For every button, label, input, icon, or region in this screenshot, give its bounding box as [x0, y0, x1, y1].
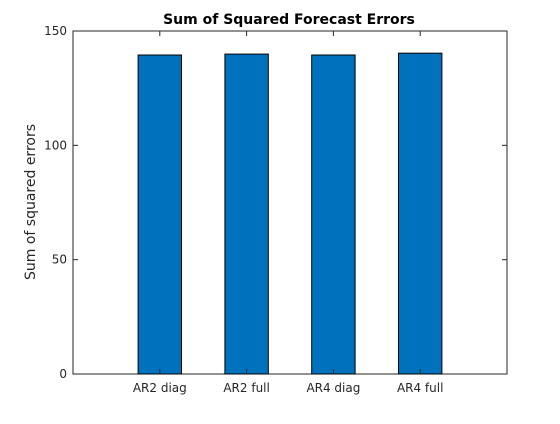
- y-axis-label: Sum of squared errors: [23, 124, 39, 280]
- y-tick-label: 150: [44, 24, 67, 38]
- bar-ar4-diag: [311, 54, 356, 375]
- chart-title: Sum of Squared Forecast Errors: [163, 12, 415, 28]
- x-tick-label: AR4 diag: [306, 381, 360, 395]
- y-axis-ticks: 0 50 100 150: [44, 24, 507, 381]
- y-tick-label: 100: [44, 138, 67, 152]
- x-tick-label: AR2 full: [223, 381, 270, 395]
- bars-layer: [137, 52, 443, 375]
- bar-ar2-diag: [137, 54, 183, 375]
- bar-ar4-full: [398, 52, 443, 375]
- y-tick-label: 50: [52, 253, 67, 267]
- x-axis-ticks: AR2 diag AR2 full AR4 diag AR4 full: [133, 31, 444, 395]
- x-tick-label: AR4 full: [397, 381, 444, 395]
- x-tick-label: AR2 diag: [133, 381, 187, 395]
- bar-ar2-full: [224, 53, 269, 375]
- y-tick-label: 0: [59, 367, 67, 381]
